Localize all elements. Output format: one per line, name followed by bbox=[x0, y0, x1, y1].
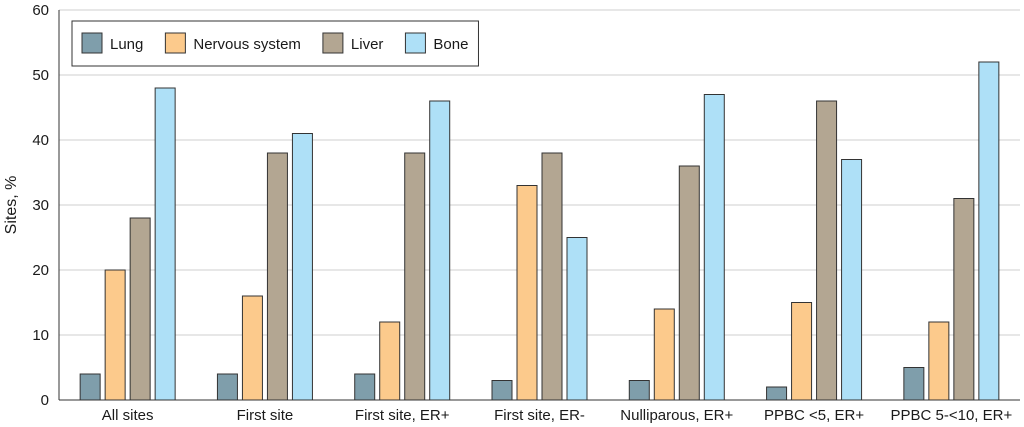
legend-label: Nervous system bbox=[193, 36, 301, 53]
bar-liver bbox=[129, 217, 151, 401]
x-tick-label: First site bbox=[237, 407, 294, 424]
bar-lung bbox=[354, 373, 376, 401]
x-tick-label: Nulliparous, ER+ bbox=[620, 407, 733, 424]
legend-swatch-nervous-system bbox=[164, 32, 186, 54]
bar-lung bbox=[766, 386, 788, 401]
bar-lung bbox=[903, 367, 925, 401]
legend-label: Bone bbox=[433, 36, 468, 53]
bar-lung bbox=[216, 373, 238, 401]
legend-label: Lung bbox=[110, 36, 143, 53]
bar-bone bbox=[703, 94, 725, 401]
bar-bone bbox=[566, 237, 588, 401]
bar-lung bbox=[628, 380, 650, 401]
legend-label: Liver bbox=[351, 36, 384, 53]
y-tick-label: 30 bbox=[32, 197, 49, 214]
bar-lung bbox=[79, 373, 101, 401]
x-tick-label: All sites bbox=[102, 407, 154, 424]
y-tick-label: 40 bbox=[32, 132, 49, 149]
legend-swatch-bone bbox=[404, 32, 426, 54]
bar-bone bbox=[978, 61, 1000, 401]
bar-nervous-system bbox=[791, 302, 813, 401]
x-axis: All sites First site First site, ER+ First … bbox=[59, 399, 1020, 424]
y-tick-label: 50 bbox=[32, 67, 49, 84]
bar-liver bbox=[541, 152, 563, 401]
bar-lung bbox=[491, 380, 513, 401]
bar-bone bbox=[841, 159, 863, 401]
bars bbox=[79, 61, 1000, 401]
y-axis-title: Sites, % bbox=[3, 176, 20, 235]
bar-liver bbox=[404, 152, 426, 401]
x-tick-label: PPBC <5, ER+ bbox=[764, 407, 864, 424]
y-tick-label: 60 bbox=[32, 2, 49, 19]
x-tick-label: First site, ER- bbox=[494, 407, 585, 424]
y-tick-label: 20 bbox=[32, 262, 49, 279]
bar-bone bbox=[154, 87, 176, 401]
bar-nervous-system bbox=[516, 185, 538, 401]
bar-nervous-system bbox=[104, 269, 126, 401]
bar-liver bbox=[678, 165, 700, 401]
x-tick-label: First site, ER+ bbox=[355, 407, 450, 424]
legend-swatch-liver bbox=[322, 32, 344, 54]
bar-nervous-system bbox=[653, 308, 675, 401]
bar-nervous-system bbox=[928, 321, 950, 401]
bar-liver bbox=[816, 100, 838, 401]
bar-nervous-system bbox=[241, 295, 263, 401]
bar-liver bbox=[953, 198, 975, 401]
bar-bone bbox=[429, 100, 451, 401]
y-axis: 0 10 20 30 40 50 60 bbox=[32, 2, 60, 409]
x-tick-label: PPBC 5-<10, ER+ bbox=[890, 407, 1012, 424]
y-tick-label: 10 bbox=[32, 327, 49, 344]
legend: Lung Nervous system Liver Bone bbox=[71, 20, 479, 67]
legend-swatch-lung bbox=[81, 32, 103, 54]
y-tick-label: 0 bbox=[41, 392, 49, 409]
bar-liver bbox=[266, 152, 288, 401]
bar-nervous-system bbox=[379, 321, 401, 401]
bar-bone bbox=[291, 133, 313, 401]
